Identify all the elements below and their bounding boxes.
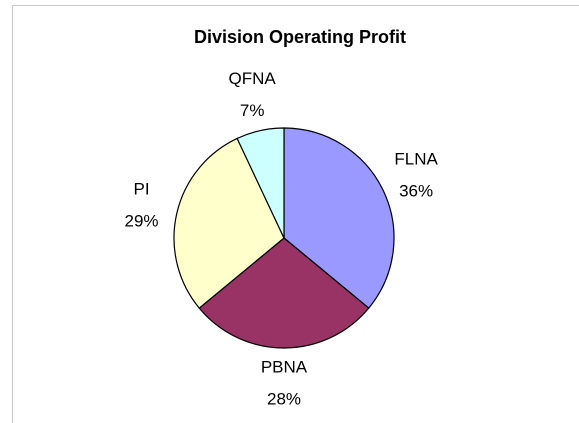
slice-value-label: 28%: [267, 389, 301, 408]
slice-label: PI: [133, 180, 149, 199]
slice-label: QFNA: [229, 69, 277, 88]
chart-title: Division Operating Profit: [194, 27, 406, 47]
pie-slice: [198, 237, 370, 349]
slice-value-label: 29%: [125, 212, 159, 231]
slice-label: PBNA: [261, 357, 308, 376]
pie-slice: [236, 127, 285, 239]
slice-value-label: 7%: [240, 101, 265, 120]
slice-value-label: 36%: [399, 181, 433, 200]
pie-slice: [283, 127, 395, 309]
slice-label: FLNA: [394, 149, 438, 168]
